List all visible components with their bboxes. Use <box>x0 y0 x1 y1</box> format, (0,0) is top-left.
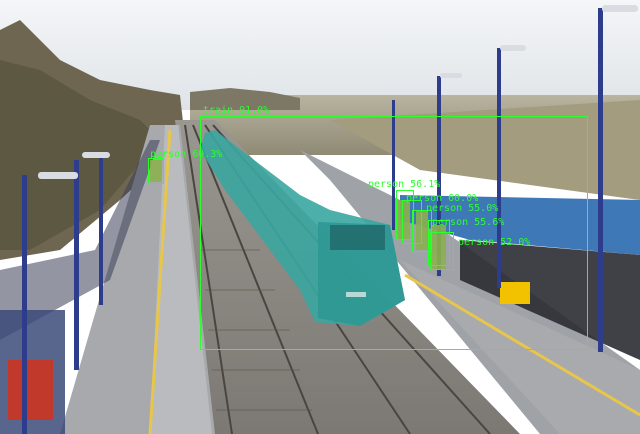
grit-bin <box>500 282 530 304</box>
detection-box-train <box>200 116 588 350</box>
detection-label-person-2: person 56.1% <box>368 179 441 190</box>
detection-label-person-4: person 55.0% <box>426 203 499 214</box>
detection-box-person-1 <box>148 158 164 184</box>
detection-label-person-6: person 52.0% <box>458 237 531 248</box>
detection-box-person-6 <box>430 232 454 270</box>
detection-label-train: train 91.0% <box>203 105 270 116</box>
detection-box-person-2 <box>396 190 414 240</box>
people <box>150 160 446 269</box>
blue-barrier <box>400 195 640 255</box>
detection-label-person-1: person 60.3% <box>150 149 223 160</box>
detection-box-person-5 <box>428 220 450 266</box>
detection-label-person-5: person 55.6% <box>432 217 505 228</box>
train-windscreen <box>330 225 385 250</box>
detection-box-person-4 <box>412 210 432 252</box>
detection-label-person-3: person 60.0% <box>406 193 479 204</box>
